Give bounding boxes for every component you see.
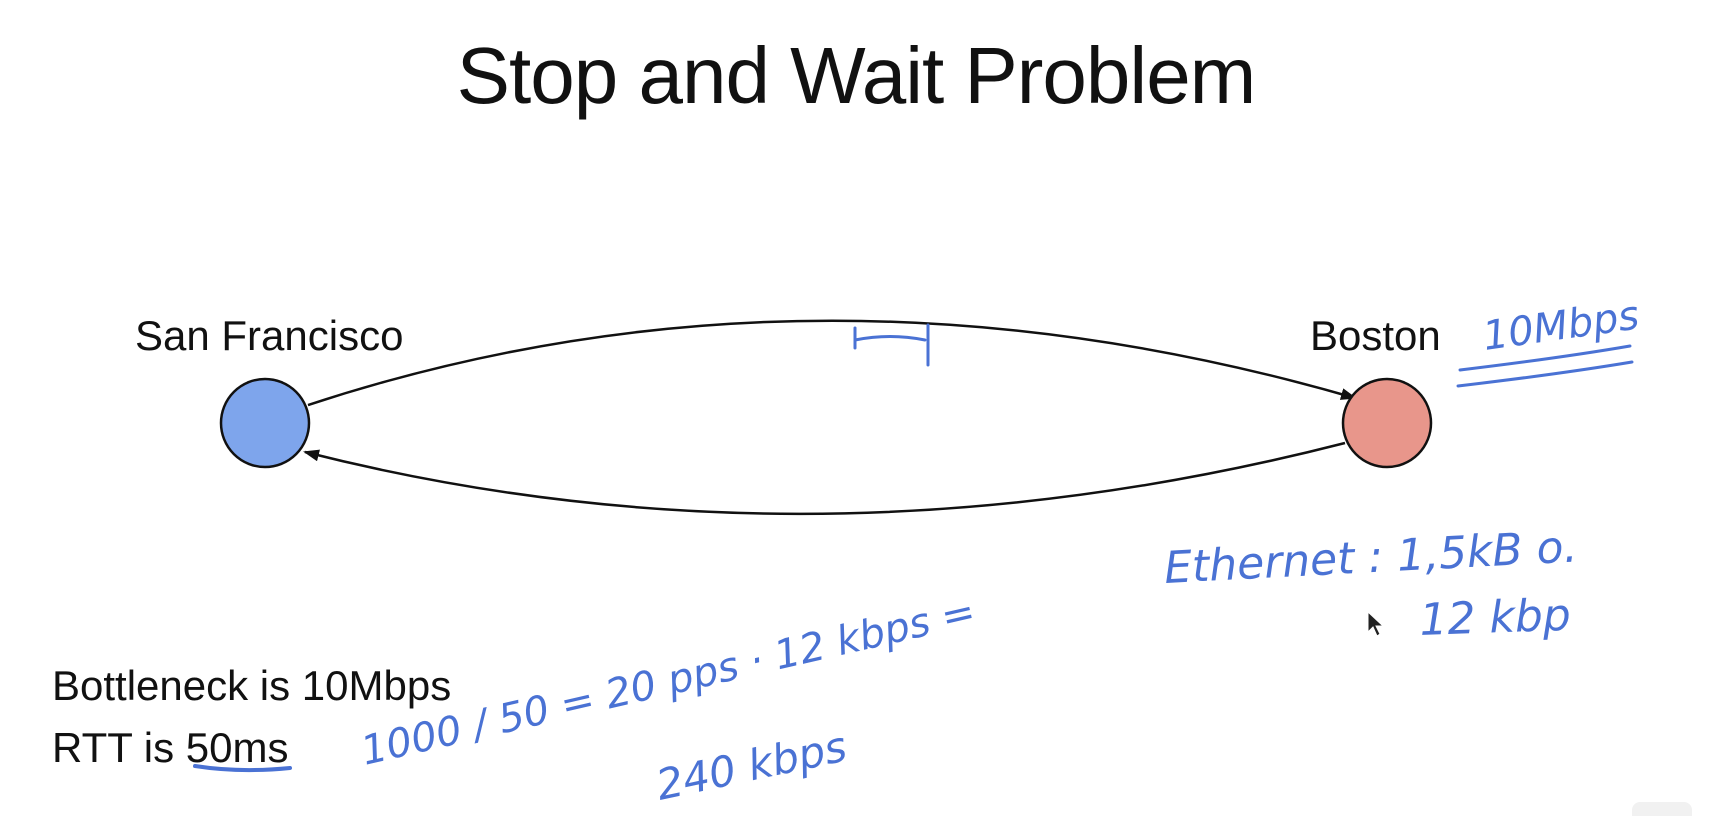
- boston-node: [1341, 377, 1433, 469]
- rtt-prefix: RTT is: [52, 724, 186, 771]
- boston-label: Boston: [1310, 312, 1441, 359]
- video-controls-shape: [1632, 802, 1692, 816]
- san-francisco-node: [219, 377, 311, 469]
- rtt-value: 50ms: [185, 724, 289, 771]
- link-facts: Bottleneck is 10Mbps RTT is 50ms: [52, 655, 451, 779]
- bottleneck-fact: Bottleneck is 10Mbps: [52, 662, 452, 709]
- throughput-note: 240 kbps: [652, 722, 851, 810]
- return-link-arrow: [303, 441, 1346, 516]
- forward-link-arrow: [307, 319, 1357, 407]
- link-rate-underline: [1456, 344, 1634, 388]
- packet-mark: [853, 323, 930, 367]
- slide-title: Stop and Wait Problem: [456, 31, 1257, 120]
- frame-bits-note: 12 kbp: [1419, 590, 1572, 646]
- link-rate-note: 10Mbps: [1480, 292, 1642, 359]
- rtt-fact: RTT is 50ms: [52, 717, 451, 779]
- rtt-underline: [193, 764, 292, 773]
- pointer-cursor-icon: [1367, 610, 1385, 637]
- san-francisco-label: San Francisco: [135, 312, 404, 359]
- ethernet-note: Ethernet : 1,5kB o.: [1163, 521, 1579, 594]
